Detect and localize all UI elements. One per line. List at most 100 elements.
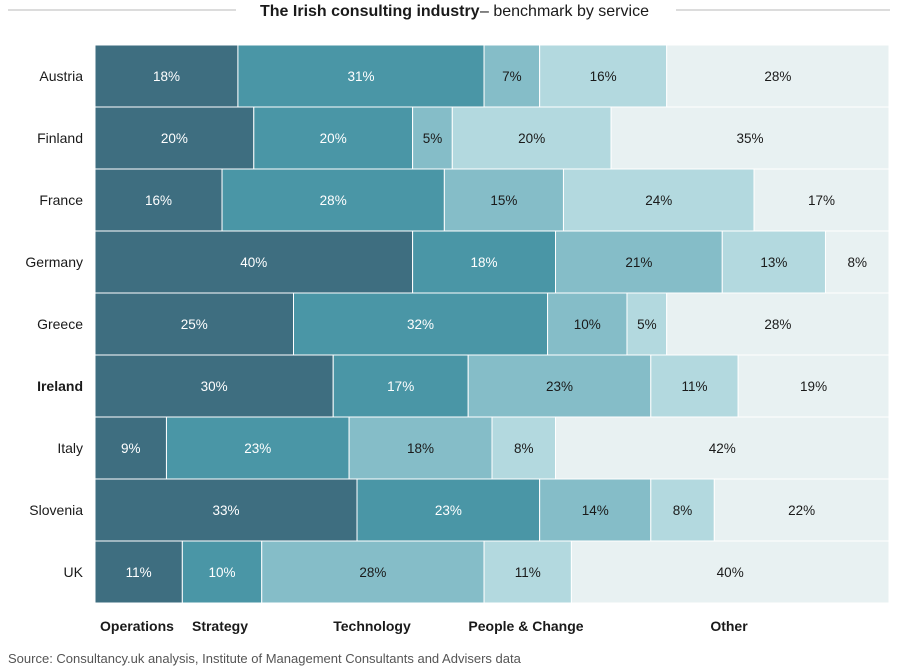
value-label-italy-strategy: 23% (244, 441, 271, 456)
bar-france-technology (443, 168, 564, 232)
value-label-france-people-change: 24% (645, 193, 672, 208)
value-label-finland-other: 35% (737, 131, 764, 146)
value-label-austria-technology: 7% (502, 69, 522, 84)
bar-finland-operations (94, 106, 255, 170)
bar-austria-people-change (539, 44, 668, 108)
bar-italy-other (555, 416, 890, 480)
value-label-france-other: 17% (808, 193, 835, 208)
bar-ireland-strategy (332, 354, 469, 418)
bar-ireland-operations (94, 354, 334, 418)
value-label-slovenia-operations: 33% (212, 503, 239, 518)
value-label-finland-technology: 5% (423, 131, 443, 146)
row-label-germany: Germany (25, 254, 83, 270)
bar-austria-operations (94, 44, 239, 108)
legend-label-people-change: People & Change (468, 618, 583, 634)
legend-label-operations: Operations (100, 618, 174, 634)
bar-uk-other (570, 540, 890, 604)
bar-uk-strategy (181, 540, 263, 604)
bar-austria-other (666, 44, 890, 108)
value-label-slovenia-other: 22% (788, 503, 815, 518)
bar-germany-other (824, 230, 890, 294)
bar-greece-technology (547, 292, 628, 356)
value-label-austria-strategy: 31% (347, 69, 374, 84)
bar-slovenia-other (713, 478, 890, 542)
value-label-italy-technology: 18% (407, 441, 434, 456)
row-labels: Austria Finland France Germany Greece Ireland… (25, 68, 83, 580)
legend: Operations Strategy Technology People & Cha… (100, 618, 748, 634)
bar-italy-operations (94, 416, 167, 480)
row-label-slovenia: Slovenia (29, 502, 83, 518)
bar-slovenia-operations (94, 478, 358, 542)
value-label-germany-other: 8% (847, 255, 867, 270)
value-label-germany-operations: 40% (240, 255, 267, 270)
chart-title-main: The Irish consulting industry (260, 3, 480, 20)
bar-france-people-change (562, 168, 755, 232)
row-label-italy: Italy (57, 440, 83, 456)
bar-greece-operations (94, 292, 294, 356)
bar-finland-strategy (253, 106, 414, 170)
chart-title: The Irish consulting industry – benchmar… (8, 3, 890, 20)
row-label-austria: Austria (39, 68, 83, 84)
value-label-uk-strategy: 10% (209, 565, 236, 580)
value-label-germany-people-change: 13% (760, 255, 787, 270)
bar-finland-other (610, 106, 890, 170)
bar-finland-people-change (451, 106, 612, 170)
bar-germany-operations (94, 230, 414, 294)
value-label-italy-other: 42% (709, 441, 736, 456)
bar-greece-strategy (293, 292, 549, 356)
value-label-austria-operations: 18% (153, 69, 180, 84)
value-label-slovenia-people-change: 8% (673, 503, 693, 518)
value-label-germany-strategy: 18% (471, 255, 498, 270)
bar-uk-operations (94, 540, 183, 604)
bar-france-other (753, 168, 890, 232)
value-label-germany-technology: 21% (625, 255, 652, 270)
value-label-ireland-other: 19% (800, 379, 827, 394)
value-label-finland-people-change: 20% (518, 131, 545, 146)
value-label-france-operations: 16% (145, 193, 172, 208)
value-label-greece-other: 28% (764, 317, 791, 332)
value-label-greece-operations: 25% (181, 317, 208, 332)
value-label-austria-people-change: 16% (590, 69, 617, 84)
value-label-uk-people-change: 11% (515, 565, 541, 580)
row-label-uk: UK (64, 564, 84, 580)
value-label-uk-operations: 11% (126, 565, 152, 580)
chart-title-sub: – benchmark by service (480, 3, 649, 20)
row-label-greece: Greece (37, 316, 83, 332)
value-label-greece-technology: 10% (574, 317, 601, 332)
bar-ireland-other (737, 354, 890, 418)
bar-germany-technology (555, 230, 723, 294)
value-label-uk-technology: 28% (359, 565, 386, 580)
legend-label-technology: Technology (333, 618, 411, 634)
bar-greece-people-change (626, 292, 668, 356)
bar-slovenia-technology (539, 478, 652, 542)
value-label-austria-other: 28% (764, 69, 791, 84)
row-label-ireland: Ireland (37, 378, 83, 394)
value-label-greece-strategy: 32% (407, 317, 434, 332)
value-label-ireland-people-change: 11% (681, 379, 707, 394)
value-label-ireland-strategy: 17% (387, 379, 414, 394)
source-note: Source: Consultancy.uk analysis, Institu… (8, 651, 522, 666)
value-label-slovenia-technology: 14% (582, 503, 609, 518)
value-label-finland-operations: 20% (161, 131, 188, 146)
value-label-slovenia-strategy: 23% (435, 503, 462, 518)
row-label-france: France (39, 192, 83, 208)
bars: 18% 31% 7% 16% 28% 20% 20% 5% 20% 35% 16% 28% 15% 24%… (94, 44, 890, 604)
value-label-greece-people-change: 5% (637, 317, 657, 332)
legend-label-strategy: Strategy (192, 618, 248, 634)
row-label-finland: Finland (37, 130, 83, 146)
bar-greece-other (666, 292, 890, 356)
bar-france-strategy (221, 168, 445, 232)
bar-italy-technology (348, 416, 493, 480)
legend-label-other: Other (710, 618, 748, 634)
bar-austria-technology (483, 44, 541, 108)
value-label-ireland-technology: 23% (546, 379, 573, 394)
value-label-france-strategy: 28% (320, 193, 347, 208)
bar-uk-people-change (483, 540, 572, 604)
value-label-uk-other: 40% (717, 565, 744, 580)
value-label-finland-strategy: 20% (320, 131, 347, 146)
value-label-france-technology: 15% (490, 193, 517, 208)
bar-austria-strategy (237, 44, 485, 108)
value-label-italy-people-change: 8% (514, 441, 534, 456)
value-label-ireland-operations: 30% (201, 379, 228, 394)
